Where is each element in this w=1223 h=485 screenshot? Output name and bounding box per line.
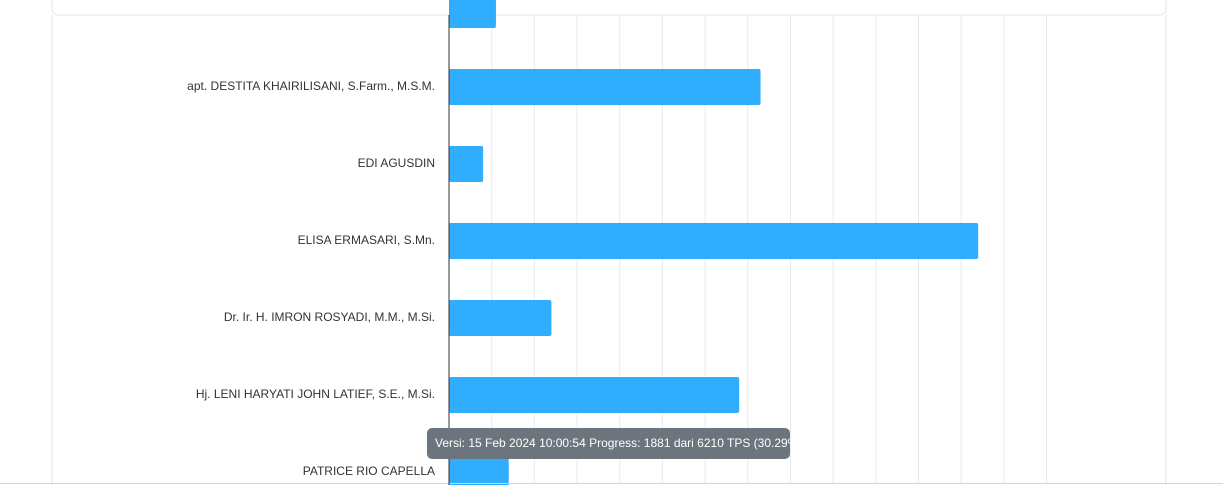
y-tick-label: Dr. Ir. H. IMRON ROSYADI, M.M., M.Si.	[224, 310, 435, 324]
tooltip-box	[427, 428, 790, 459]
tooltip-text: Versi: 15 Feb 2024 10:00:54 Progress: 18…	[435, 436, 802, 450]
bar	[449, 300, 552, 336]
bar	[449, 223, 979, 259]
card	[51, 0, 1167, 16]
bar	[449, 0, 496, 28]
bar	[449, 454, 509, 485]
y-tick-label: Hj. LENI HARYATI JOHN LATIEF, S.E., M.Si…	[196, 387, 435, 401]
bar	[449, 69, 761, 105]
tooltip: Versi: 15 Feb 2024 10:00:54 Progress: 18…	[427, 428, 802, 459]
y-tick-label: ELISA ERMASARI, S.Mn.	[298, 233, 435, 247]
y-tick-label: apt. DESTITA KHAIRILISANI, S.Farm., M.S.…	[187, 79, 435, 93]
y-tick-label: PATRICE RIO CAPELLA	[303, 464, 435, 478]
bar	[449, 377, 740, 413]
y-tick-label: EDI AGUSDIN	[358, 156, 435, 170]
bar	[449, 146, 484, 182]
bars	[449, 0, 979, 485]
